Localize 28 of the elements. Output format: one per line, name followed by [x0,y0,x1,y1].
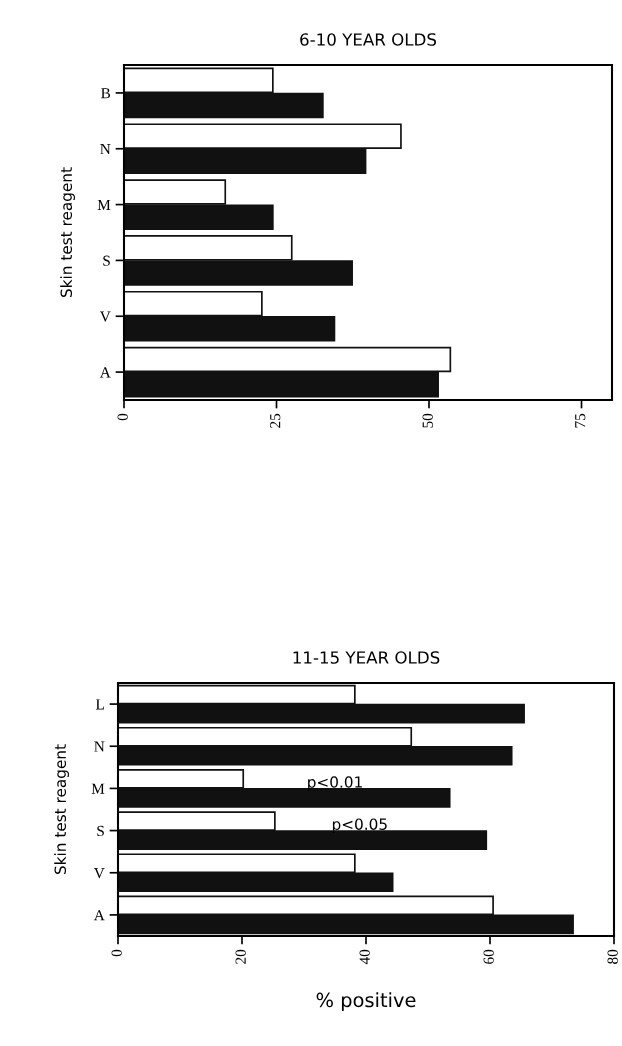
annotation: p<0.05 [332,818,387,833]
x-tick-label: 0 [117,413,128,421]
y-tick-label: S [103,255,110,266]
y-axis-title: Skin test reagent [60,167,75,297]
y-tick-label: M [97,199,111,210]
y-axis-title: Skin test reagent [54,744,69,874]
x-axis-title: % positive [316,992,416,1012]
y-tick-label: V [93,868,105,879]
y-tick-label: A [93,910,105,921]
y-tick-label: M [91,783,105,794]
x-tick-label: 75 [575,413,586,428]
y-tick-label: N [100,144,111,155]
annotation: p<0.01 [308,776,362,791]
x-tick-label: 80 [607,949,618,964]
x-tick-label: 25 [270,413,281,428]
x-tick-label: 50 [422,413,433,428]
x-tick-label: 40 [359,949,370,965]
x-tick-label: 20 [235,949,246,964]
chart-title: 11-15 YEAR OLDS [293,651,440,664]
y-tick-label: V [99,311,111,322]
y-tick-label: A [99,367,111,378]
y-tick-label: N [94,741,105,752]
y-tick-label: B [101,88,111,99]
y-tick-label: S [97,825,104,837]
y-tick-label: L [95,699,104,710]
x-tick-label: 0 [111,949,122,957]
x-tick-label: 60 [483,949,494,964]
chart-title: 6-10 YEAR OLDS [300,33,437,46]
